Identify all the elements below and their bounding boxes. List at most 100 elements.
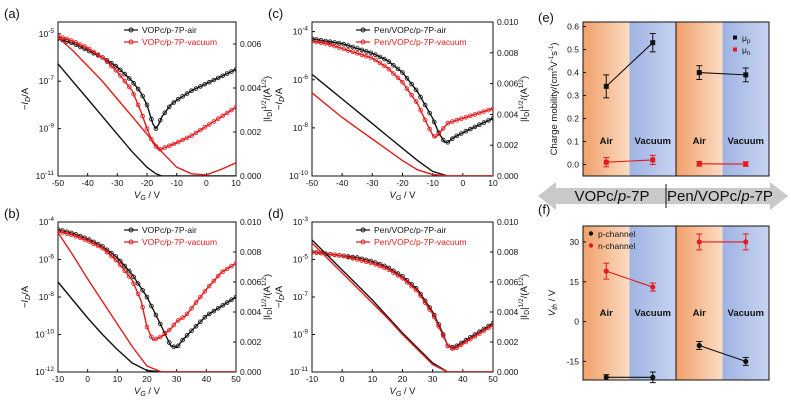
data-point (215, 305, 221, 311)
data-point (341, 46, 347, 52)
data-point (113, 257, 119, 263)
category-label: Air (693, 136, 707, 147)
x-tick-label: 0 (340, 374, 345, 384)
data-point (64, 36, 70, 42)
data-point (167, 104, 172, 110)
data-point (167, 143, 172, 149)
data-point (140, 287, 145, 293)
y-left-tick-label: 10-8 (293, 122, 309, 133)
x-tick-label: -50 (52, 178, 65, 188)
y-tick-label: 0.6 (567, 22, 579, 32)
x-tick-label: 50 (488, 374, 498, 384)
data-point (144, 102, 150, 108)
data-point (224, 71, 230, 76)
y-right-tick-label: 0.008 (497, 48, 519, 58)
data-point (131, 92, 136, 97)
data-point (215, 116, 221, 121)
y-right-tick-label: 0.006 (497, 277, 519, 287)
air-region (676, 226, 723, 380)
data-point (743, 239, 749, 245)
data-point (463, 115, 469, 120)
data-point (171, 322, 177, 328)
y-tick-label: 0.3 (567, 91, 579, 101)
series-line (58, 281, 236, 372)
series-line (312, 92, 493, 176)
data-point (220, 113, 226, 119)
x-axis-label: VG / V (389, 190, 416, 202)
series-line (58, 37, 236, 130)
data-point (436, 131, 442, 137)
data-point (386, 66, 392, 72)
data-point (171, 100, 177, 105)
y-left-tick-label: 10-4 (293, 26, 309, 37)
data-point (477, 331, 482, 336)
data-point (373, 262, 378, 267)
data-point (95, 243, 101, 249)
data-point (312, 39, 315, 44)
y-left-tick-label: 10-10 (35, 329, 54, 340)
data-point (69, 232, 74, 238)
data-point (363, 49, 369, 54)
data-point (91, 241, 96, 247)
y-tick-label: 30 (570, 237, 580, 247)
data-point (743, 161, 749, 167)
data-point (207, 311, 212, 317)
data-point (113, 63, 119, 69)
data-point (603, 83, 609, 89)
data-point (409, 81, 414, 87)
category-label: Air (693, 308, 707, 319)
data-point (175, 318, 181, 323)
data-point (122, 268, 128, 274)
data-point (64, 231, 70, 236)
legend-marker (588, 243, 594, 248)
data-point (386, 59, 392, 64)
data-point (345, 48, 351, 53)
data-point (184, 91, 190, 96)
data-point (224, 110, 230, 116)
data-point (220, 73, 226, 79)
data-point (202, 124, 208, 130)
series-line (699, 344, 746, 362)
y-right-axis-label: |ID|1/2/(A1/2) (518, 274, 531, 320)
y-left-tick-label: 10-12 (35, 366, 54, 377)
data-point (650, 157, 656, 163)
y-left-tick-label: 10-8 (39, 291, 55, 302)
data-point (193, 300, 199, 305)
data-point (395, 75, 401, 81)
series-line (58, 230, 236, 342)
data-point (158, 321, 163, 327)
vacuum-region (722, 22, 769, 176)
data-point (382, 63, 387, 69)
data-point (140, 304, 145, 310)
data-point (404, 279, 410, 285)
data-point (318, 40, 324, 45)
legend-marker (360, 39, 366, 45)
legend-label: VOPc/p-7P-vacuum (142, 237, 217, 247)
data-point (126, 268, 132, 274)
data-point (490, 106, 493, 111)
data-point (202, 82, 208, 87)
data-point (184, 311, 190, 317)
data-point (122, 71, 128, 77)
data-point (131, 281, 136, 286)
plot-frame (582, 225, 770, 381)
y-right-tick-label: 0.000 (497, 171, 519, 181)
data-point (336, 45, 342, 50)
y-right-tick-label: 0.006 (497, 79, 519, 89)
y-right-tick-label: 0.006 (240, 39, 262, 49)
data-point (193, 130, 199, 136)
data-point (336, 40, 342, 46)
data-point (78, 42, 83, 47)
data-point (427, 110, 432, 116)
y-right-axis-label: |ID|1/2/(A1/2) (261, 76, 274, 122)
panel-label: (c) (268, 6, 283, 21)
series-line (699, 72, 746, 76)
data-point (323, 41, 328, 46)
series-line (58, 228, 236, 349)
data-point (440, 137, 446, 143)
data-point (409, 283, 414, 289)
data-point (468, 126, 473, 132)
y-left-axis-label: −ID/A (274, 87, 286, 110)
data-point (229, 297, 234, 303)
data-point (603, 159, 609, 165)
